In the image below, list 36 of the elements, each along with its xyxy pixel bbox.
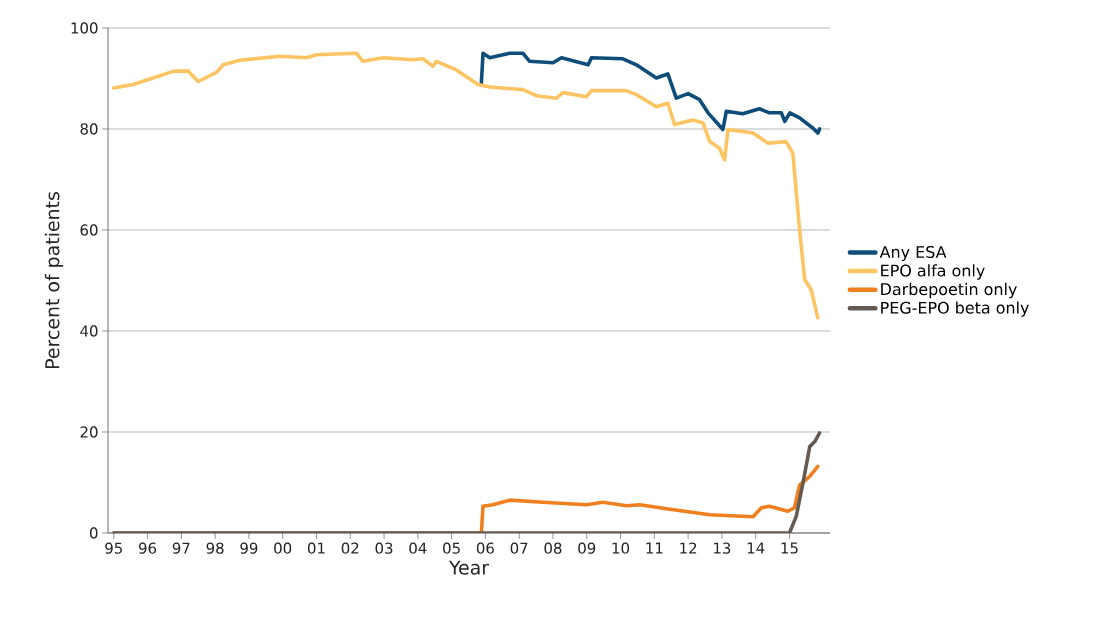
legend-label: Darbepoetin only: [881, 282, 1017, 299]
x-tick-label: 04: [409, 542, 427, 554]
line-series: [111, 51, 820, 320]
y-tick-label: 100: [71, 22, 98, 34]
x-tick-label: 02: [341, 542, 359, 554]
x-tick-label: 06: [476, 542, 494, 554]
x-tick-label: 12: [680, 542, 697, 554]
x-tick-label: 98: [206, 542, 224, 554]
x-tick-label: 99: [240, 542, 258, 554]
legend-label: EPO alfa only: [881, 264, 985, 280]
y-tick-label: 60: [80, 224, 98, 236]
line-series: [111, 431, 822, 533]
x-tick-label: 95: [105, 542, 122, 554]
x-tick-label: 96: [138, 542, 157, 554]
x-tick-label: 15: [781, 542, 798, 554]
legend-label: Any ESA: [879, 245, 947, 262]
x-tick-label: 00: [274, 542, 292, 554]
y-tick-label: 40: [80, 325, 98, 337]
x-tick-label: 10: [612, 542, 630, 554]
x-tick-label: 13: [714, 542, 731, 554]
x-tick-label: 07: [510, 542, 528, 554]
x-tick-label: 05: [443, 542, 460, 554]
x-tick-label: 03: [375, 542, 393, 554]
y-tick-label: 80: [80, 123, 98, 135]
legend-label: PEG-EPO beta only: [881, 301, 1029, 317]
y-tick-label: 0: [89, 527, 98, 539]
x-tick-label: 11: [646, 542, 663, 554]
y-axis-title: Percent of patients: [44, 192, 64, 368]
x-axis-title: Year: [448, 560, 490, 575]
x-tick-label: 08: [544, 542, 562, 554]
x-tick-label: 09: [578, 542, 596, 554]
x-tick-label: 14: [747, 542, 765, 554]
y-tick-label: 20: [80, 426, 98, 438]
x-tick-label: 01: [307, 542, 325, 554]
x-tick-label: 97: [172, 542, 190, 554]
line-series: [479, 51, 822, 135]
